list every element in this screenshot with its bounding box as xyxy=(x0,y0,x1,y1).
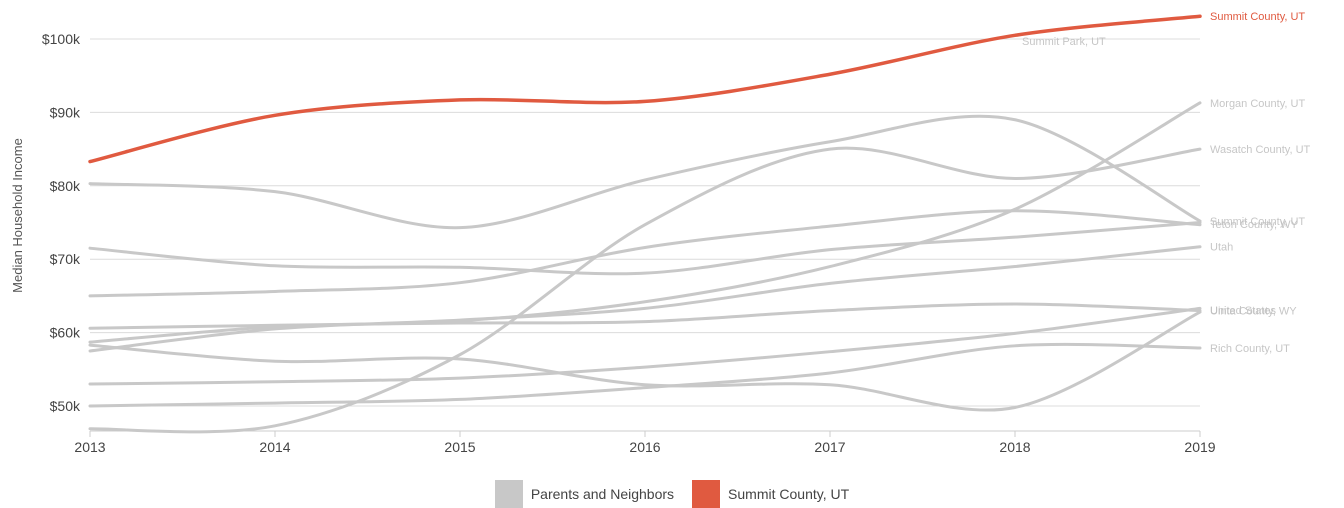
series-line-morgan-county-ut[interactable] xyxy=(88,101,1202,344)
series-line-rich-county-ut[interactable] xyxy=(88,342,1202,408)
series-end-label: United States xyxy=(1210,305,1277,317)
y-tick-label: $60k xyxy=(50,325,81,341)
series-line-series-e[interactable] xyxy=(88,310,1202,412)
legend-label-summit: Summit County, UT xyxy=(728,486,850,502)
series-end-label: Uinta County, WY xyxy=(1210,306,1297,318)
y-tick-label: $70k xyxy=(50,251,81,267)
series-end-label: Teton County, WY xyxy=(1210,219,1298,231)
legend-item-neighbors[interactable]: Parents and Neighbors xyxy=(494,480,675,508)
legend-swatch-neighbors xyxy=(494,480,523,508)
legend-swatch-summit xyxy=(692,480,721,508)
legend: Parents and Neighbors Summit County, UT xyxy=(0,480,1344,508)
y-tick-label: $90k xyxy=(50,104,81,120)
series-line-wasatch-county-ut[interactable] xyxy=(88,146,1202,434)
legend-item-summit[interactable]: Summit County, UT xyxy=(692,480,849,508)
x-tick-label: 2013 xyxy=(74,439,105,455)
series-end-label: Summit Park, UT xyxy=(1022,36,1106,48)
x-tick-label: 2016 xyxy=(629,439,660,455)
series-end-label: Summit County, UT xyxy=(1210,216,1305,228)
x-tick-label: 2018 xyxy=(999,439,1030,455)
x-tick-label: 2014 xyxy=(259,439,290,455)
y-tick-label: $50k xyxy=(50,398,81,414)
line-chart: $50k $60k $70k $80k $90k $100k 2013 2014 2015 201… xyxy=(10,11,1311,455)
series-line-series-a[interactable] xyxy=(88,114,1202,230)
series-line-series-c[interactable] xyxy=(88,209,1202,298)
series-line-utah[interactable] xyxy=(88,245,1202,353)
y-tick-label: $100k xyxy=(42,31,81,47)
y-axis-title: Median Household Income xyxy=(10,138,25,293)
series-line-series-f[interactable] xyxy=(88,306,1202,386)
x-tick-label: 2017 xyxy=(814,439,845,455)
series-end-label: Summit County, UT xyxy=(1210,11,1305,23)
series-end-label: Wasatch County, UT xyxy=(1210,144,1311,156)
series-line-series-d[interactable] xyxy=(88,302,1202,330)
series-end-label: Utah xyxy=(1210,242,1233,254)
series-line-summit-county-ut[interactable] xyxy=(88,14,1202,164)
x-tick-label: 2015 xyxy=(444,439,475,455)
series-end-label: Morgan County, UT xyxy=(1210,98,1305,110)
y-tick-label: $80k xyxy=(50,178,81,194)
legend-label-neighbors: Parents and Neighbors xyxy=(530,486,675,502)
series-line-series-b[interactable] xyxy=(88,221,1202,276)
x-tick-label: 2019 xyxy=(1184,439,1215,455)
series-end-label: Rich County, UT xyxy=(1210,343,1290,355)
